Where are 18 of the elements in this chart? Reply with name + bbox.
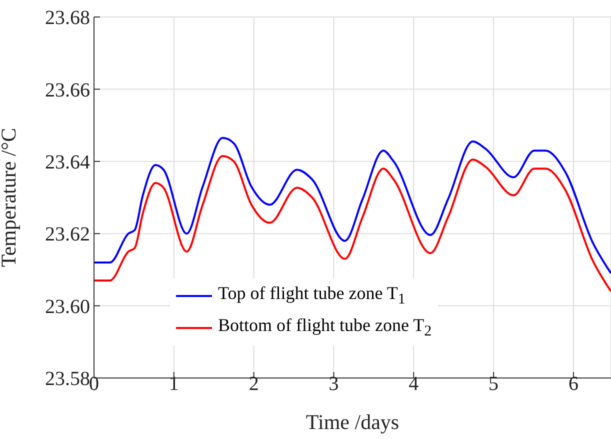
x-tick-label: 3 — [328, 373, 339, 396]
y-tick-label: 23.64 — [45, 152, 90, 174]
x-tick-label: 5 — [488, 373, 499, 396]
y-axis-title: Temperature /°C — [0, 128, 20, 268]
y-tick-label: 23.68 — [45, 7, 90, 30]
y-tick-label: 23.60 — [45, 296, 90, 318]
x-tick-label: 4 — [408, 373, 419, 396]
x-axis-title: Time /days — [306, 410, 400, 434]
line-series — [94, 136, 611, 274]
y-tick-label: 23.62 — [45, 224, 90, 246]
x-tick-label: 1 — [168, 373, 179, 396]
x-tick-label: 6 — [568, 373, 578, 396]
y-tick-label: 23.58 — [45, 368, 90, 390]
x-tick-label: 2 — [248, 373, 259, 396]
legend-label: Bottom of flight tube zone T$_{2}$ — [218, 315, 432, 341]
x-tick-label: 0 — [89, 373, 99, 396]
y-tick-label: 23.66 — [45, 79, 90, 102]
legend-label: Top of flight tube zone T$_{1}$ — [218, 283, 406, 309]
